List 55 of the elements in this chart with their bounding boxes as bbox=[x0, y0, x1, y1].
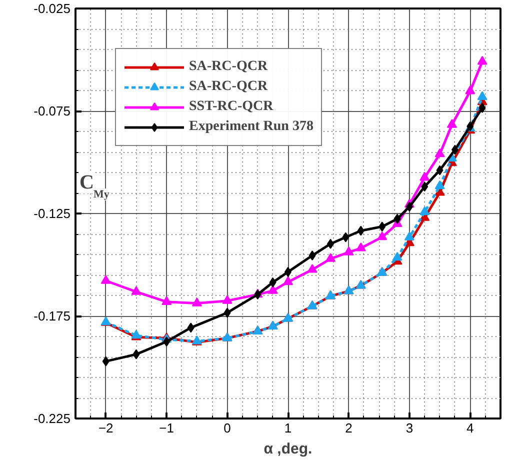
point bbox=[131, 286, 142, 295]
point bbox=[100, 275, 111, 284]
y-tick-label: -0.175 bbox=[34, 308, 71, 324]
point bbox=[392, 252, 402, 261]
legend-label: SA-RC-QCR bbox=[189, 79, 268, 95]
x-tick-label: 0 bbox=[224, 420, 231, 436]
x-tick-label: 4 bbox=[466, 420, 474, 436]
point bbox=[344, 246, 354, 256]
point bbox=[477, 91, 488, 100]
point bbox=[268, 285, 278, 294]
point bbox=[434, 180, 445, 190]
y-tick-label: -0.125 bbox=[34, 206, 71, 221]
point bbox=[478, 102, 486, 113]
point bbox=[477, 56, 488, 65]
legend-label: Experiment Run 378 bbox=[189, 119, 314, 135]
x-tick-label: 2 bbox=[345, 420, 352, 436]
x-axis-title: α ,deg. bbox=[264, 440, 312, 458]
point bbox=[283, 276, 293, 286]
legend-label: SST-RC-QCR bbox=[189, 99, 274, 115]
point bbox=[132, 349, 140, 360]
x-tick-label: −1 bbox=[159, 420, 174, 436]
point bbox=[394, 214, 401, 224]
y-tick-label: -0.025 bbox=[34, 1, 71, 16]
point bbox=[326, 253, 336, 262]
point bbox=[163, 336, 170, 347]
legend-label: SA-RC-QCR bbox=[189, 59, 268, 75]
point bbox=[436, 165, 444, 176]
point bbox=[224, 308, 231, 318]
point bbox=[102, 356, 110, 366]
x-tick-label: 3 bbox=[406, 420, 414, 436]
point bbox=[192, 298, 202, 306]
point bbox=[451, 144, 458, 155]
point bbox=[446, 119, 457, 128]
point bbox=[420, 206, 430, 216]
point bbox=[356, 242, 366, 252]
y-tick-label: -0.225 bbox=[34, 411, 71, 426]
point bbox=[162, 296, 172, 305]
point bbox=[342, 232, 350, 242]
point bbox=[404, 232, 414, 240]
x-tick-label: −2 bbox=[98, 420, 114, 436]
point bbox=[434, 148, 445, 158]
point bbox=[406, 202, 413, 212]
point bbox=[357, 226, 364, 236]
point bbox=[465, 85, 476, 94]
y-tick-label: -0.075 bbox=[34, 104, 71, 118]
point bbox=[378, 222, 386, 232]
point bbox=[308, 250, 316, 261]
point bbox=[187, 322, 194, 333]
point bbox=[421, 182, 428, 192]
x-tick-label: 1 bbox=[284, 420, 292, 436]
point bbox=[377, 231, 388, 240]
point bbox=[269, 277, 276, 288]
point bbox=[222, 295, 232, 304]
point bbox=[420, 172, 430, 181]
point bbox=[307, 264, 318, 273]
